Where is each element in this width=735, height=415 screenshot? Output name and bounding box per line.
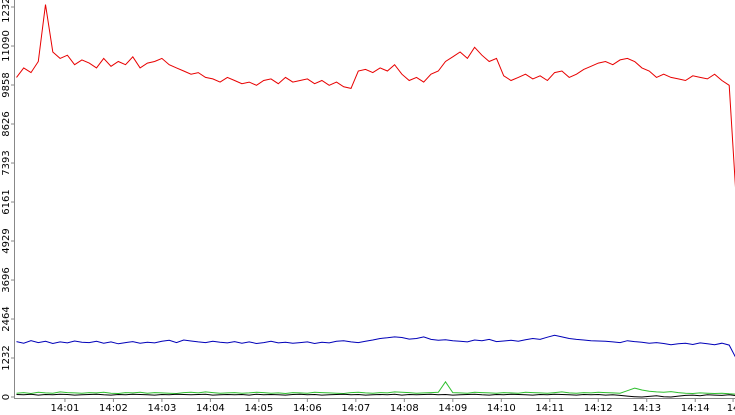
x-tick-label: 14 — [727, 403, 735, 414]
y-tick-label: 8626 — [1, 111, 12, 136]
y-tick-label: 3696 — [1, 267, 12, 292]
y-tick-label: 6161 — [1, 189, 12, 214]
x-tick-label: 14:08 — [390, 403, 419, 414]
y-tick-label: 2464 — [1, 306, 12, 331]
y-tick-label: 0 — [1, 394, 12, 400]
series-line — [16, 393, 735, 398]
y-tick-label: 7393 — [1, 150, 12, 175]
x-tick-label: 14:03 — [147, 403, 176, 414]
series-line — [16, 4, 735, 188]
x-tick-label: 14:14 — [681, 403, 710, 414]
y-tick-label: 1232 — [1, 345, 12, 370]
y-tick-label: 12323 — [1, 0, 12, 23]
y-tick-label: 4929 — [1, 228, 12, 253]
x-tick-label: 14:13 — [632, 403, 661, 414]
x-tick-label: 14:04 — [196, 403, 225, 414]
x-tick-label: 14:01 — [51, 403, 80, 414]
x-tick-label: 14:11 — [535, 403, 564, 414]
y-tick-label: 11090 — [1, 30, 12, 62]
y-tick-label: 9858 — [1, 72, 12, 97]
x-tick-label: 14:07 — [341, 403, 370, 414]
x-tick-label: 14:05 — [244, 403, 273, 414]
x-tick-label: 14:02 — [99, 403, 128, 414]
x-tick-label: 14:12 — [584, 403, 613, 414]
x-tick-label: 14:10 — [487, 403, 516, 414]
series-line — [16, 334, 735, 358]
series-line — [16, 380, 735, 395]
x-tick-label: 14:06 — [293, 403, 322, 414]
x-tick-label: 14:09 — [438, 403, 467, 414]
